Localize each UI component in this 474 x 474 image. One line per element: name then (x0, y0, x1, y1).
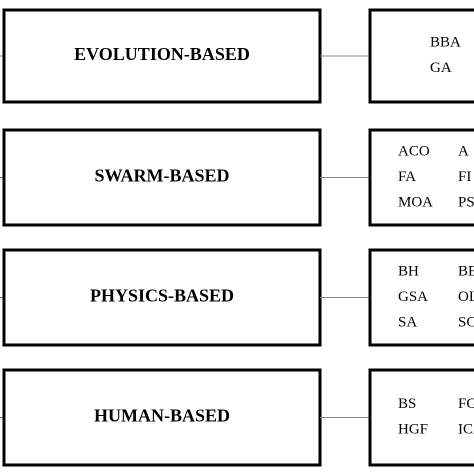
items-box (368, 8, 474, 104)
algorithm-name: FI (458, 169, 471, 185)
algorithm-name: MOA (398, 194, 433, 210)
algorithm-name: BBA (430, 35, 461, 51)
algorithm-name: BH (398, 263, 419, 279)
algorithm-name: HGF (398, 422, 428, 438)
algorithm-name: PS (458, 194, 474, 210)
algorithm-name: GA (430, 60, 452, 76)
algorithm-name: ICA (458, 422, 474, 438)
category-label: PHYSICS-BASED (90, 286, 234, 306)
items-box (368, 248, 474, 347)
items-box (368, 368, 474, 467)
algorithm-name: BE (458, 263, 474, 279)
algorithm-name: FG (458, 396, 474, 412)
algorithm-name: FA (398, 169, 416, 185)
algorithm-name: GSA (398, 289, 428, 305)
algorithm-name: ACO (398, 143, 430, 159)
category-label: SWARM-BASED (94, 166, 229, 186)
category-label: HUMAN-BASED (94, 406, 230, 426)
algorithm-name: OL (458, 289, 474, 305)
algorithm-name: BS (398, 396, 416, 412)
items-box (368, 128, 474, 227)
category-box (2, 8, 322, 104)
algorithm-name: A (458, 143, 469, 159)
category-label: EVOLUTION-BASED (74, 44, 250, 64)
algorithm-name: SC (458, 314, 474, 330)
algorithm-name: SA (398, 314, 417, 330)
